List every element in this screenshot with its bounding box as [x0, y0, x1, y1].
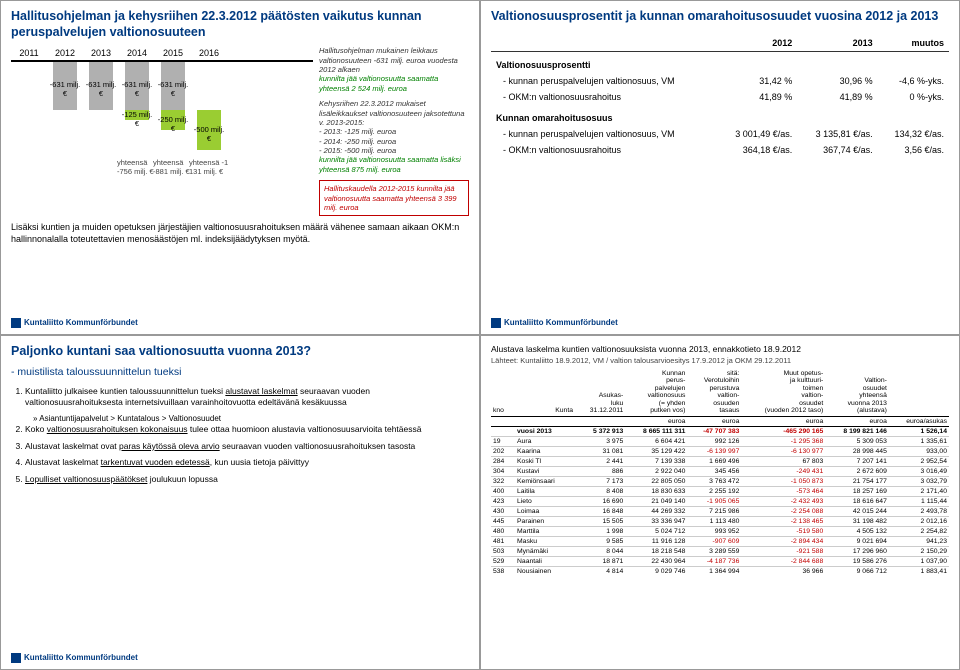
year-cell: 2015	[155, 46, 191, 60]
table-row: 503Mynämäki8 04418 218 5483 289 559-921 …	[491, 547, 949, 557]
th-unit: euroa	[687, 416, 741, 426]
tl-title: Hallitusohjelman ja kehysriihen 22.3.201…	[11, 9, 469, 40]
th: 2012	[717, 35, 797, 52]
br-title: Alustava laskelma kuntien valtionosuuksi…	[491, 344, 949, 354]
th: Muut opetus-ja kulttuuri-toimenvaltion-o…	[741, 369, 825, 416]
tl-redbox: Hallituskaudella 2012-2015 kunnilta jää …	[319, 180, 469, 216]
table-row: 284Koski Tl2 4417 139 3381 669 49667 803…	[491, 457, 949, 467]
th-unit: euroa	[741, 416, 825, 426]
list-item: Kuntaliitto julkaisee kuntien taloussuun…	[25, 386, 469, 409]
year-cell: 2013	[83, 46, 119, 60]
th-unit	[515, 416, 575, 426]
tl-chart: 201120122013201420152016 -631 milj. €-63…	[11, 46, 313, 216]
list-item: Alustavat laskelmat tarkentuvat vuoden e…	[25, 457, 469, 468]
row: - kunnan peruspalvelujen valtionosuus, V…	[491, 126, 949, 142]
table-row: 322Kemiönsaari7 17322 805 0503 763 472-1…	[491, 477, 949, 487]
list-sub: » Asiantuntijapalvelut > Kuntatalous > V…	[33, 414, 469, 425]
th: 2013	[797, 35, 877, 52]
th: sitä:Verotuloihinperustuvavaltion-osuude…	[687, 369, 741, 416]
tr-table: 2012 2013 muutos Valtionosuusprosentti -…	[491, 35, 949, 158]
th-unit: euroa	[825, 416, 889, 426]
table-row: 538Nousiainen4 8149 029 7461 364 99436 9…	[491, 567, 949, 577]
bl-title: Paljonko kuntani saa valtionosuutta vuon…	[11, 344, 469, 360]
section: Valtionosuusprosentti	[491, 51, 949, 73]
table-row-total: vuosi 20135 372 9138 665 111 311-47 707 …	[491, 427, 949, 437]
logo: Kuntaliitto Kommunförbundet	[491, 318, 618, 328]
row: - OKM:n valtionosuusrahoitus41,89 %41,89…	[491, 89, 949, 105]
panel-top-right: Valtionosuusprosentit ja kunnan omarahoi…	[480, 0, 960, 335]
year-cell: 2016	[191, 46, 227, 60]
table-row: 304Kustavi8862 922 040345 456-249 4312 6…	[491, 467, 949, 477]
bar-col: -631 milj. €	[47, 62, 83, 192]
table-row: 19Aura3 9756 604 421992 126-1 295 3685 3…	[491, 437, 949, 447]
year-cell: 2014	[119, 46, 155, 60]
note: Hallitusohjelman mukainen leikkaus valti…	[319, 46, 469, 74]
table-row: 529Naantali18 87122 430 964-4 187 736-2 …	[491, 557, 949, 567]
bar-col: -631 milj. €	[83, 62, 119, 192]
th-unit: euroa	[625, 416, 687, 426]
note: - 2014: -250 milj. euroa	[319, 137, 469, 146]
note: - 2013: -125 milj. euroa	[319, 127, 469, 136]
th: Kunnanperus-palvelujenvaltionosuus(= yhd…	[625, 369, 687, 416]
note: kunnilta jää valtionosuutta saamatta lis…	[319, 155, 469, 174]
list-item: Alustavat laskelmat ovat paras käytössä …	[25, 441, 469, 452]
note: - 2015: -500 milj. euroa	[319, 146, 469, 155]
note: kunnilta jää valtionosuutta saamatta yht…	[319, 74, 469, 93]
row: - OKM:n valtionosuusrahoitus364,18 €/as.…	[491, 142, 949, 158]
tl-bottomnote: Lisäksi kuntien ja muiden opetuksen järj…	[11, 222, 469, 245]
year-cell: 2012	[47, 46, 83, 60]
th-unit	[491, 416, 515, 426]
br-table: knoKuntaAsukas-luku31.12.2011Kunnanperus…	[491, 369, 949, 576]
yh-label: yhteensä -1 131 milj. €	[189, 158, 233, 176]
section: Kunnan omarahoitusosuus	[491, 105, 949, 126]
bl-list: Kuntaliitto julkaisee kuntien taloussuun…	[11, 386, 469, 486]
table-row: 480Marttila1 9985 024 712993 952-519 580…	[491, 527, 949, 537]
row: - kunnan peruspalvelujen valtionosuus, V…	[491, 73, 949, 89]
th: kno	[491, 369, 515, 416]
th	[889, 369, 949, 416]
tl-notes: Hallitusohjelman mukainen leikkaus valti…	[319, 46, 469, 216]
bar-col	[11, 62, 47, 192]
th: Asukas-luku31.12.2011	[575, 369, 625, 416]
table-row: 423Lieto16 69021 049 140-1 905 065-2 432…	[491, 497, 949, 507]
logo: Kuntaliitto Kommunförbundet	[11, 318, 138, 328]
br-sub: Lähteet: Kuntaliitto 18.9.2012, VM / val…	[491, 356, 949, 365]
bl-sub: - muistilista taloussuunnittelun tueksi	[11, 366, 469, 378]
th: Kunta	[515, 369, 575, 416]
th: Valtion-osuudetyhteensävuonna 2013(alust…	[825, 369, 889, 416]
year-cell: 2011	[11, 46, 47, 60]
list-item: Koko valtionosuusrahoituksen kokonaisuus…	[25, 424, 469, 435]
list-item: Lopulliset valtionosuuspäätökset jouluku…	[25, 474, 469, 485]
table-row: 400Laitila8 40818 830 6332 255 192-573 4…	[491, 487, 949, 497]
table-row: 445Parainen15 50533 336 9471 113 480-2 1…	[491, 517, 949, 527]
th: muutos	[878, 35, 949, 52]
panel-bottom-right: Alustava laskelma kuntien valtionosuuksi…	[480, 335, 960, 670]
logo: Kuntaliitto Kommunförbundet	[11, 653, 138, 663]
note: Kehysriihen 22.3.2012 mukaiset lisäleikk…	[319, 99, 469, 127]
th-unit: euroa/asukas	[889, 416, 949, 426]
table-row: 202Kaarina31 08135 129 422-6 139 997-6 1…	[491, 447, 949, 457]
table-row: 481Masku9 58511 916 128-907 609-2 894 43…	[491, 537, 949, 547]
panel-top-left: Hallitusohjelman ja kehysriihen 22.3.201…	[0, 0, 480, 335]
th-unit	[575, 416, 625, 426]
tr-title: Valtionosuusprosentit ja kunnan omarahoi…	[491, 9, 949, 25]
panel-bottom-left: Paljonko kuntani saa valtionosuutta vuon…	[0, 335, 480, 670]
th	[491, 35, 717, 52]
table-row: 430Loimaa16 84844 269 3327 215 986-2 254…	[491, 507, 949, 517]
